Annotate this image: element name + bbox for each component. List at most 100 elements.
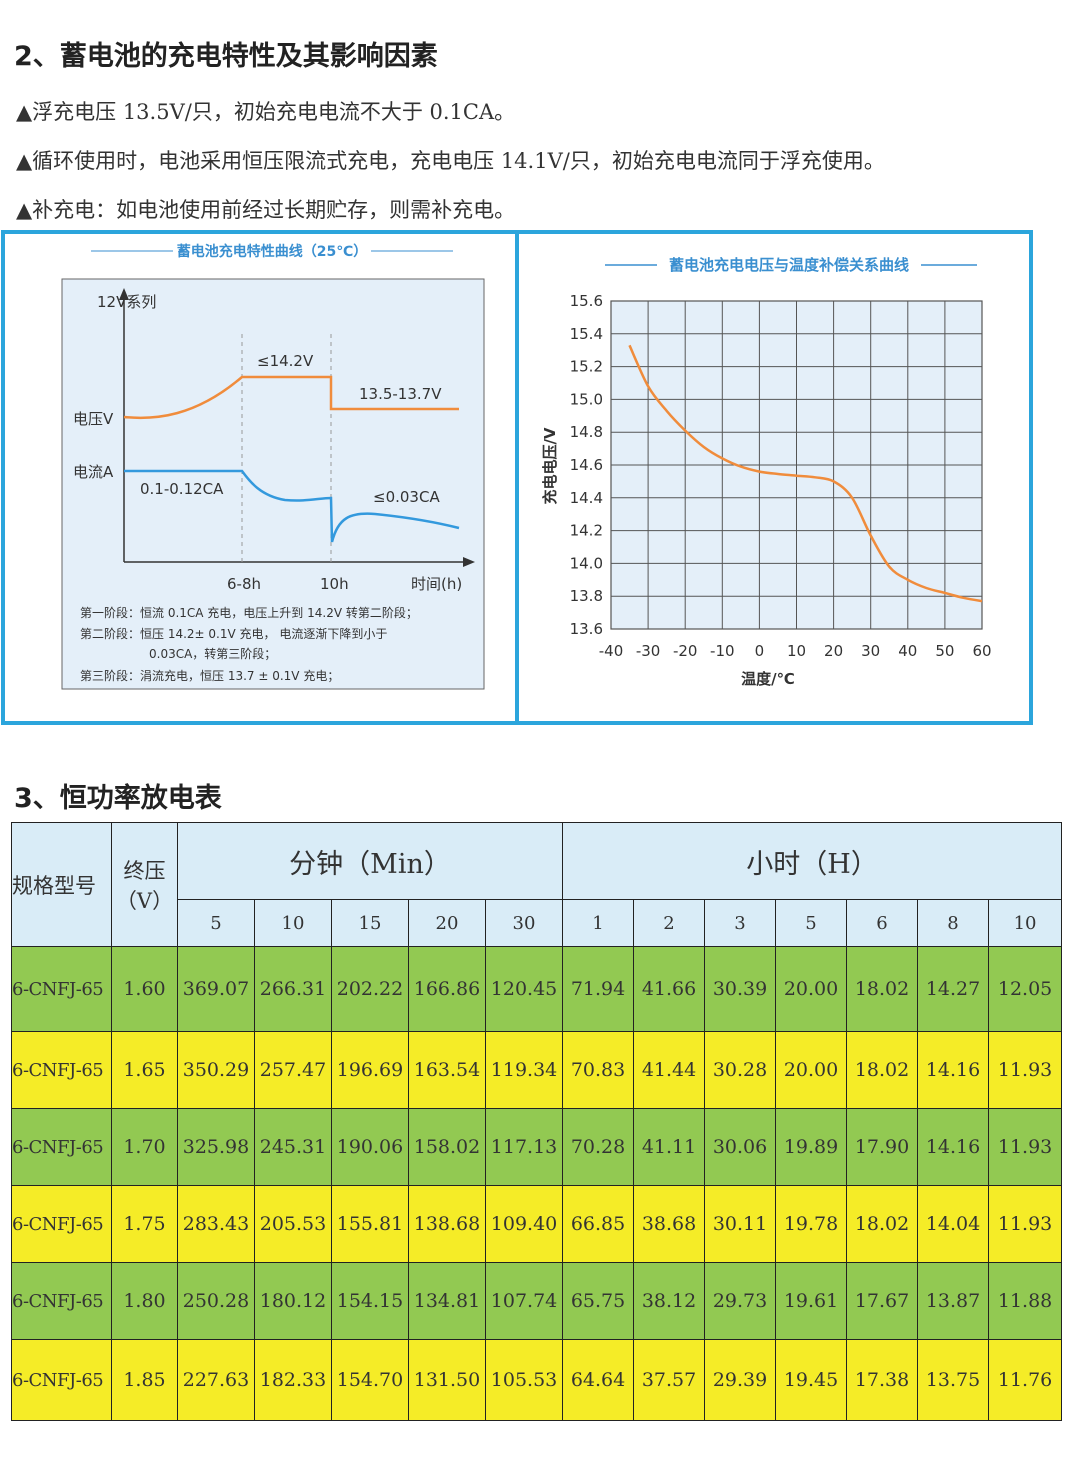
- charge-characteristic-chart: 蓄电池充电特性曲线（25℃） 12V系列 电压V 电流A ≤14.2V 13.5…: [61, 243, 485, 690]
- y-tick-label: 15.6: [570, 292, 603, 310]
- cell-power: 11.88: [988, 1262, 1063, 1340]
- right-chart-title: 蓄电池充电电压与温度补偿关系曲线: [669, 256, 909, 274]
- cell-power: 41.66: [633, 946, 706, 1032]
- cell-power: 245.31: [254, 1108, 332, 1186]
- cell-power: 11.93: [988, 1108, 1063, 1186]
- cell-model: 6-CNFJ-65: [11, 946, 112, 1032]
- header-minutes: 分钟（Min）: [176, 822, 564, 900]
- subheader-cell: 15: [331, 899, 409, 947]
- right-chart-xlabel: 温度/℃: [741, 670, 795, 688]
- cell-power: 182.33: [254, 1339, 332, 1421]
- x-tick-label: -10: [710, 642, 735, 660]
- cell-power: 190.06: [331, 1108, 409, 1186]
- y-axis-arrow: [119, 288, 129, 300]
- cell-power: 20.00: [775, 946, 848, 1032]
- bullet-float-charge: ▲浮充电压 13.5V/只，初始充电电流不大于 0.1CA。: [16, 100, 516, 124]
- y-tick-label: 13.8: [570, 587, 603, 605]
- cell-power: 17.67: [846, 1262, 919, 1340]
- cell-power: 30.28: [704, 1031, 777, 1109]
- current-axis-label: 电流A: [73, 463, 114, 481]
- cell-power: 30.11: [704, 1185, 777, 1263]
- right-chart-ylabel: 充电电压/V: [541, 427, 559, 504]
- cell-power: 41.44: [633, 1031, 706, 1109]
- cell-power: 202.22: [331, 946, 409, 1032]
- subheader-cell: 2: [633, 899, 706, 947]
- cell-power: 37.57: [633, 1339, 706, 1421]
- cell-power: 131.50: [408, 1339, 486, 1421]
- x-tick-label: 20: [824, 642, 843, 660]
- cell-power: 30.06: [704, 1108, 777, 1186]
- cell-model: 6-CNFJ-65: [11, 1185, 112, 1263]
- table-row: 6-CNFJ-65 1.70 325.98 245.31 190.06 158.02 117…: [11, 1108, 1063, 1186]
- cell-power: 13.75: [917, 1339, 990, 1421]
- cell-power: 180.12: [254, 1262, 332, 1340]
- x-tick-label: 40: [898, 642, 917, 660]
- cell-power: 283.43: [177, 1185, 255, 1263]
- left-chart-frame: [61, 278, 485, 690]
- subheader-cell: 6: [846, 899, 919, 947]
- cell-power: 65.75: [562, 1262, 635, 1340]
- cell-power: 19.61: [775, 1262, 848, 1340]
- y-tick-label: 13.6: [570, 620, 603, 638]
- cell-power: 29.39: [704, 1339, 777, 1421]
- cell-end-voltage: 1.65: [111, 1031, 178, 1109]
- stage-note-3: 第三阶段：涓流充电，恒压 13.7 ± 0.1V 充电；: [80, 668, 339, 683]
- cell-power: 266.31: [254, 946, 332, 1032]
- cell-power: 227.63: [177, 1339, 255, 1421]
- subheader-cell: 3: [704, 899, 777, 947]
- cell-power: 19.78: [775, 1185, 848, 1263]
- x-tick-label: 50: [935, 642, 954, 660]
- cell-power: 18.02: [846, 1031, 919, 1109]
- y-tick-label: 14.4: [570, 489, 603, 507]
- cell-power: 117.13: [484, 1108, 564, 1186]
- x-tick-label: -40: [599, 642, 624, 660]
- cell-power: 158.02: [408, 1108, 486, 1186]
- y-tick-label: 14.6: [570, 456, 603, 474]
- charge-voltage-line: [628, 344, 983, 603]
- cell-power: 120.45: [484, 946, 564, 1032]
- subheader-cell: 30: [484, 899, 564, 947]
- cell-power: 119.34: [484, 1031, 564, 1109]
- x-axis-time-label: 时间(h): [411, 575, 462, 593]
- header-end-voltage: 终压（V）: [111, 822, 178, 947]
- x-tick-label: 0: [755, 642, 765, 660]
- cell-power: 19.45: [775, 1339, 848, 1421]
- bullet-cycle-charge: ▲循环使用时，电池采用恒压限流式充电，充电电压 14.1V/只，初始充电电流同于…: [16, 149, 885, 173]
- voltage-axis-label: 电压V: [73, 410, 114, 428]
- cell-power: 134.81: [408, 1262, 486, 1340]
- cell-power: 138.68: [408, 1185, 486, 1263]
- temperature-compensation-panel: 蓄电池充电电压与温度补偿关系曲线 15.6 15.4 15.2 15.0 14.8 14.…: [515, 230, 1033, 725]
- header-hours: 小时（H）: [562, 822, 1063, 900]
- table-row: 6-CNFJ-65 1.80 250.28 180.12 154.15 134.81 107…: [11, 1262, 1063, 1340]
- y-tick-label: 14.2: [570, 522, 603, 540]
- cell-power: 41.11: [633, 1108, 706, 1186]
- bullet-supplement-charge: ▲补充电：如电池使用前经过长期贮存，则需补充电。: [16, 198, 516, 222]
- cell-power: 13.87: [917, 1262, 990, 1340]
- temperature-compensation-chart: 蓄电池充电电压与温度补偿关系曲线 15.6 15.4 15.2 15.0 14.8 14.…: [541, 256, 992, 688]
- cell-power: 109.40: [484, 1185, 564, 1263]
- stage-note-2: 第二阶段：恒压 14.2± 0.1V 充电， 电流逐渐下降到小于: [80, 626, 387, 641]
- y-tick-label: 15.2: [570, 358, 603, 376]
- cell-power: 325.98: [177, 1108, 255, 1186]
- cell-model: 6-CNFJ-65: [11, 1262, 112, 1340]
- cell-power: 17.90: [846, 1108, 919, 1186]
- cell-power: 107.74: [484, 1262, 564, 1340]
- cell-end-voltage: 1.75: [111, 1185, 178, 1263]
- subheader-cell: 20: [408, 899, 486, 947]
- x-tick-label: 10: [787, 642, 806, 660]
- y-tick-label: 15.0: [570, 390, 603, 408]
- x-axis-arrow: [463, 557, 475, 567]
- header-model: 规格型号: [11, 822, 112, 947]
- stage-note-1: 第一阶段：恒流 0.1CA 充电，电压上升到 14.2V 转第二阶段；: [80, 605, 418, 620]
- cell-power: 11.93: [988, 1185, 1063, 1263]
- subheader-cell: 5: [775, 899, 848, 947]
- cell-model: 6-CNFJ-65: [11, 1108, 112, 1186]
- voltage-curve: [123, 375, 459, 420]
- stage-note-2-cont: 0.03CA，转第三阶段；: [149, 646, 276, 661]
- cell-power: 38.12: [633, 1262, 706, 1340]
- subheader-cell: 1: [562, 899, 635, 947]
- series-label: 12V系列: [97, 293, 156, 311]
- cell-power: 64.64: [562, 1339, 635, 1421]
- voltage-max-label: ≤14.2V: [257, 352, 314, 370]
- subheader-cell: 8: [917, 899, 990, 947]
